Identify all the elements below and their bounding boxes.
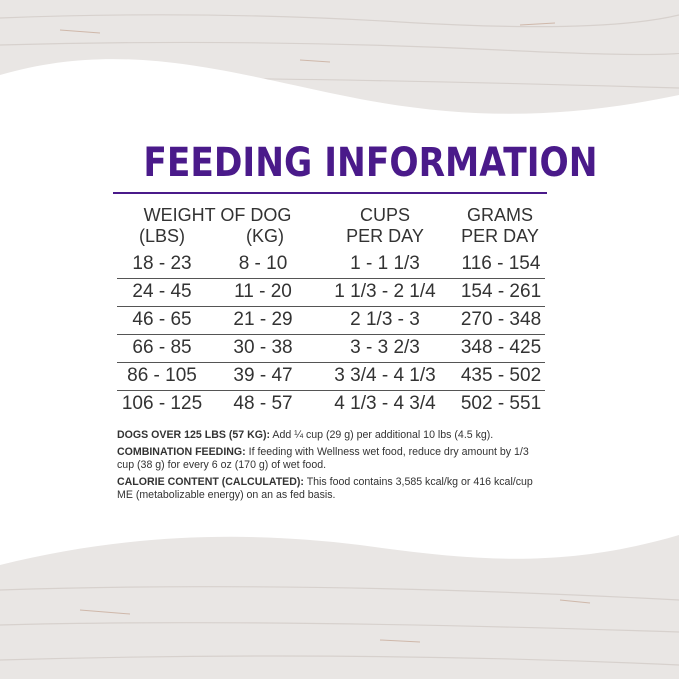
cell-cups: 1 - 1 1/3 — [350, 253, 420, 274]
cell-lbs: 106 - 125 — [121, 393, 203, 414]
table-row: 46 - 65 21 - 29 2 1/3 - 3 270 - 348 — [117, 306, 545, 335]
page-title: FEEDING INFORMATION — [143, 140, 598, 186]
header-grams-per-day: PER DAY — [461, 226, 539, 246]
table-row: 66 - 85 30 - 38 3 - 3 2/3 348 - 425 — [117, 334, 545, 363]
header-cups: CUPS — [359, 205, 410, 225]
table-row: 86 - 105 39 - 47 3 3/4 - 4 1/3 435 - 502 — [117, 362, 545, 391]
cell-grams: 270 - 348 — [460, 309, 542, 330]
header-lbs: (LBS) — [138, 226, 185, 246]
table-row: 24 - 45 11 - 20 1 1/3 - 2 1/4 154 - 261 — [117, 278, 545, 307]
cell-lbs: 18 - 23 — [132, 253, 192, 274]
cell-cups: 1 1/3 - 2 1/4 — [334, 281, 436, 302]
cell-grams: 154 - 261 — [460, 281, 542, 302]
cell-lbs: 66 - 85 — [132, 337, 192, 358]
title-divider — [113, 192, 547, 194]
note-over-125: DOGS OVER 125 LBS (57 KG): Add ¼ cup (29… — [117, 429, 494, 441]
feeding-notes: DOGS OVER 125 LBS (57 KG): Add ¼ cup (29… — [117, 429, 547, 506]
cell-lbs: 24 - 45 — [132, 281, 192, 302]
cell-cups: 3 3/4 - 4 1/3 — [334, 365, 436, 386]
header-grams: GRAMS — [466, 205, 533, 225]
note-combination: COMBINATION FEEDING: If feeding with Wel… — [117, 445, 529, 472]
header-cups-per-day: PER DAY — [346, 226, 424, 246]
cell-grams: 435 - 502 — [460, 365, 542, 386]
cell-cups: 4 1/3 - 4 3/4 — [334, 393, 436, 414]
cell-lbs: 46 - 65 — [132, 309, 192, 330]
cell-lbs: 86 - 105 — [127, 365, 197, 386]
cell-kg: 11 - 20 — [234, 281, 292, 302]
cell-grams: 502 - 551 — [460, 393, 542, 414]
cell-kg: 8 - 10 — [238, 253, 288, 274]
table-row: 18 - 23 8 - 10 1 - 1 1/3 116 - 154 — [117, 250, 545, 279]
header-kg: (KG) — [246, 226, 284, 246]
white-wave-panel — [0, 59, 679, 565]
cell-kg: 30 - 38 — [233, 337, 293, 358]
note-calories: CALORIE CONTENT (CALCULATED): This food … — [117, 475, 533, 502]
cell-grams: 116 - 154 — [461, 253, 541, 274]
cell-kg: 21 - 29 — [233, 309, 293, 330]
table-row: 106 - 125 48 - 57 4 1/3 - 4 3/4 502 - 551 — [117, 390, 545, 418]
cell-cups: 2 1/3 - 3 — [350, 309, 420, 330]
cell-cups: 3 - 3 2/3 — [350, 337, 420, 358]
cell-kg: 48 - 57 — [233, 393, 293, 414]
cell-kg: 39 - 47 — [233, 365, 293, 386]
header-weight: WEIGHT OF DOG — [143, 205, 292, 225]
cell-grams: 348 - 425 — [460, 337, 542, 358]
